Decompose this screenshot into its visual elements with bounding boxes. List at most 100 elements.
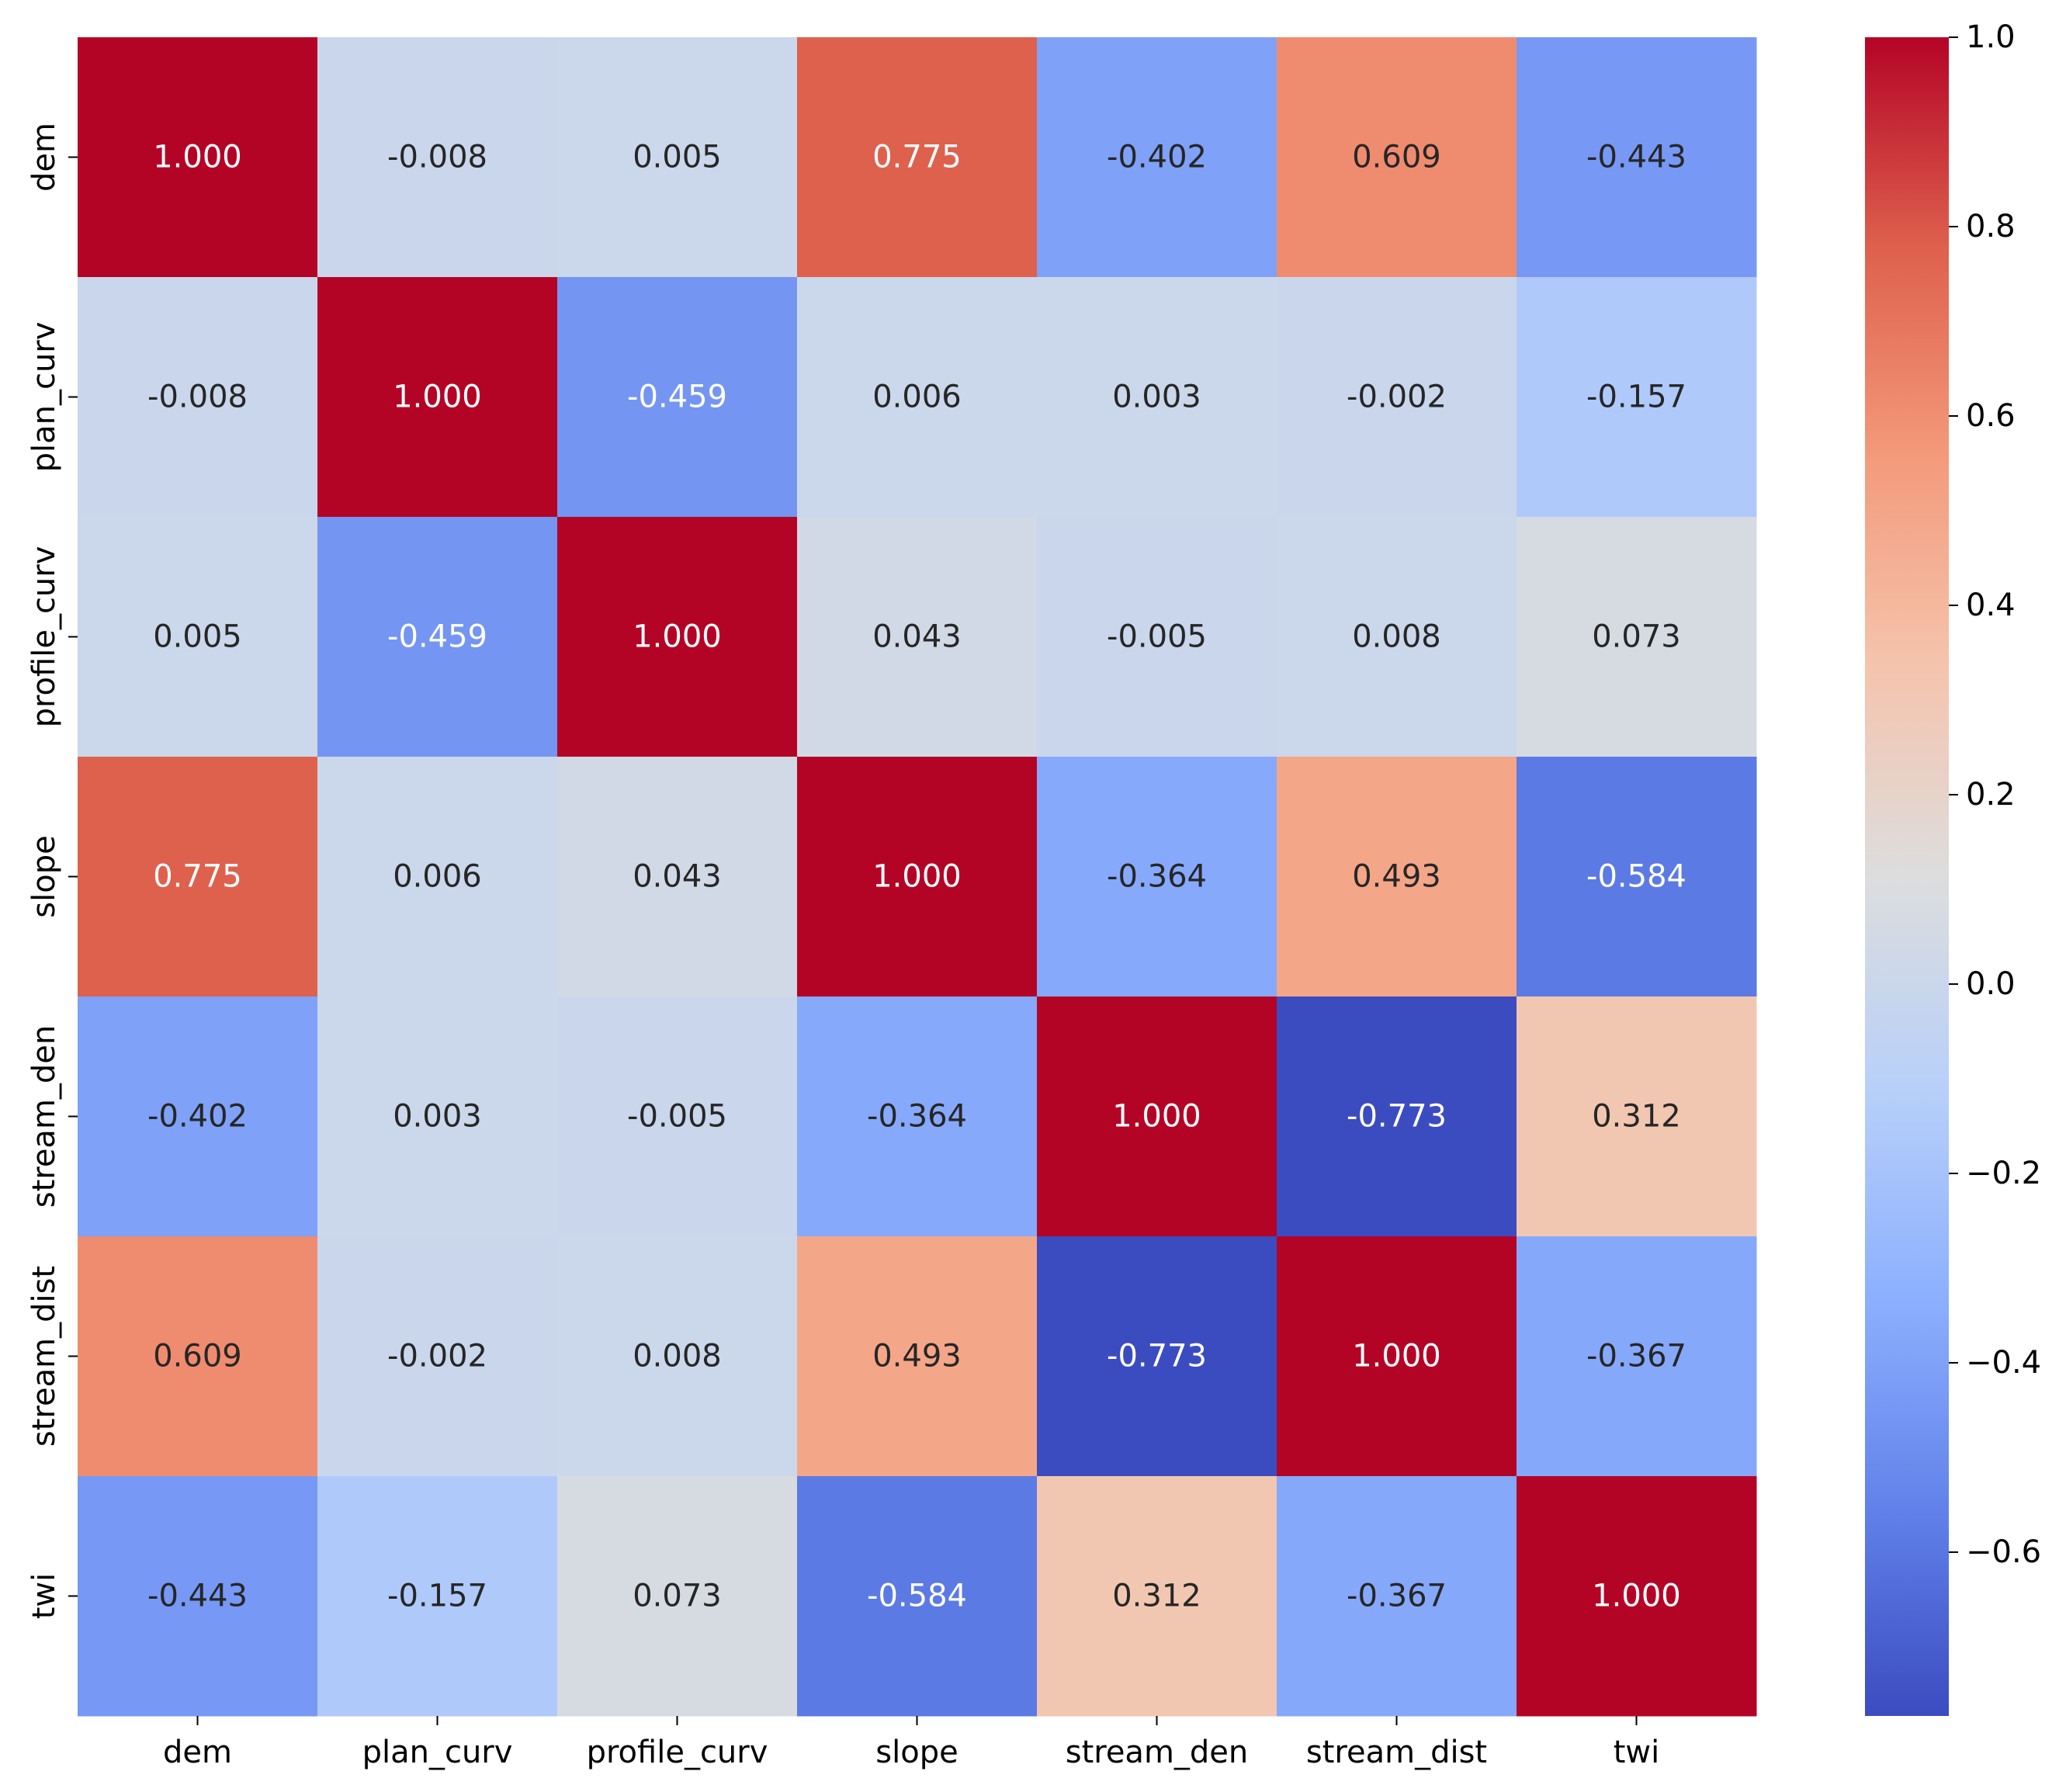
heatmap-cell-plan_curv-profile_curv [557,277,798,518]
heatmap-cell-profile_curv-stream_dist [1277,517,1517,757]
heatmap-cell-stream_dist-twi [1517,1236,1757,1477]
cell-value-label: 0.775 [153,859,242,895]
heatmap-cell-stream_dist-stream_dist [1277,1236,1517,1477]
heatmap-cell-slope-twi [1517,757,1757,997]
cell-value-label: 0.312 [1592,1099,1681,1135]
heatmap-cell-slope-profile_curv [557,757,798,997]
cell-value-label: -0.459 [627,380,727,415]
heatmap-cell-dem-stream_den [1037,37,1277,278]
cell-value-label: -0.008 [147,380,248,415]
heatmap-cell-dem-twi [1517,37,1757,278]
cell-value-label: -0.364 [1107,859,1207,895]
cell-value-label: 0.006 [393,859,482,895]
cell-value-label: -0.367 [1347,1579,1447,1614]
colorbar-tick-label: −0.6 [1966,1534,2041,1570]
colorbar-tick-label: −0.2 [1966,1156,2041,1191]
cell-value-label: 0.043 [872,619,962,655]
cell-value-label: -0.402 [147,1099,248,1135]
heatmap-cell-profile_curv-stream_den [1037,517,1277,757]
heatmap-cell-plan_curv-twi [1517,277,1757,518]
cell-value-label: 0.312 [1112,1579,1201,1614]
heatmap-cell-stream_den-stream_den [1037,997,1277,1237]
heatmap-cell-profile_curv-dem [78,517,318,757]
cell-value-label: -0.005 [1107,619,1207,655]
x-axis: dem plan_curv profile_curv slope stream_den s… [163,1716,1659,1770]
cell-value-label: -0.584 [1586,859,1686,895]
colorbar-tick-label: 0.4 [1966,588,2016,623]
y-tick-label-slope: slope [26,835,62,917]
y-tick-label-stream_den: stream_den [26,1025,62,1208]
colorbar-tick-label: 0.6 [1966,398,2016,434]
heatmap-cell-dem-plan_curv [317,37,558,278]
cell-value-label: -0.773 [1107,1339,1207,1374]
cell-value-label: 0.493 [1352,859,1441,895]
heatmap-cell-twi-dem [78,1476,318,1717]
cell-value-label: -0.008 [387,140,487,175]
heatmap-cell-plan_curv-stream_dist [1277,277,1517,518]
cell-value-label: -0.157 [1586,380,1686,415]
heatmap-cell-slope-dem [78,757,318,997]
x-tick-label-dem: dem [163,1735,232,1770]
cell-value-label: 0.609 [153,1339,242,1374]
cell-value-label: -0.773 [1347,1099,1447,1135]
heatmap-cell-profile_curv-profile_curv [557,517,798,757]
heatmap-cell-dem-profile_curv [557,37,798,278]
y-tick-label-stream_dist: stream_dist [26,1266,62,1447]
colorbar-tick-label: 0.8 [1966,209,2016,244]
heatmap-cell-profile_curv-slope [797,517,1038,757]
heatmap-cell-profile_curv-twi [1517,517,1757,757]
cell-value-label: 0.008 [1352,619,1441,655]
y-tick-label-dem: dem [26,123,62,192]
heatmap-cell-stream_dist-dem [78,1236,318,1477]
heatmap-cell-stream_den-twi [1517,997,1757,1237]
cell-value-label: 1.000 [153,140,242,175]
y-tick-label-twi: twi [26,1573,62,1620]
cell-value-label: 0.008 [633,1339,722,1374]
cell-value-label: -0.459 [387,619,487,655]
x-tick-label-stream_dist: stream_dist [1306,1735,1487,1770]
x-tick-label-stream_den: stream_den [1066,1735,1249,1770]
x-tick-label-slope: slope [875,1735,958,1770]
cell-value-label: 0.609 [1352,140,1441,175]
heatmap-cell-labels: 1.000 -0.008 0.005 0.775 -0.402 0.609 -0.443 -0… [147,140,1686,1614]
y-tick-label-plan_curv: plan_curv [26,322,62,473]
cell-value-label: -0.443 [1586,140,1686,175]
cell-value-label: -0.005 [627,1099,727,1135]
heatmap-cell-stream_dist-stream_den [1037,1236,1277,1477]
cell-value-label: -0.443 [147,1579,248,1614]
cell-value-label: 0.003 [1112,380,1201,415]
heatmap-cell-twi-plan_curv [317,1476,558,1717]
cell-value-label: 0.005 [153,619,242,655]
colorbar-tick-label: 1.0 [1966,19,2016,55]
colorbar-tick-label: 0.2 [1966,777,2016,813]
colorbar-tick-label: 0.0 [1966,966,2016,1002]
cell-value-label: 1.000 [1592,1579,1681,1614]
heatmap-cell-stream_den-slope [797,997,1038,1237]
cell-value-label: -0.584 [867,1579,967,1614]
cell-value-label: 1.000 [1112,1099,1201,1135]
heatmap-cell-stream_den-stream_dist [1277,997,1517,1237]
heatmap-cell-slope-plan_curv [317,757,558,997]
cell-value-label: 1.000 [393,380,482,415]
cell-value-label: 0.493 [872,1339,962,1374]
cell-value-label: -0.002 [387,1339,487,1374]
x-tick-label-twi: twi [1614,1735,1660,1770]
cell-value-label: 0.006 [872,380,962,415]
x-tick-label-profile_curv: profile_curv [587,1735,768,1770]
cell-value-label: 1.000 [633,619,722,655]
heatmap-cell-plan_curv-stream_den [1037,277,1277,518]
heatmap-cell-stream_dist-slope [797,1236,1038,1477]
heatmap-cell-stream_den-profile_curv [557,997,798,1237]
heatmap-cell-stream_den-plan_curv [317,997,558,1237]
heatmap-cell-stream_dist-plan_curv [317,1236,558,1477]
cell-value-label: 0.003 [393,1099,482,1135]
x-tick-label-plan_curv: plan_curv [362,1735,513,1770]
heatmap-cell-slope-stream_dist [1277,757,1517,997]
cell-value-label: 1.000 [872,859,962,895]
heatmap-cell-twi-stream_den [1037,1476,1277,1717]
heatmap-cell-slope-stream_den [1037,757,1277,997]
heatmap-cell-twi-slope [797,1476,1038,1717]
heatmap-cell-twi-twi [1517,1476,1757,1717]
